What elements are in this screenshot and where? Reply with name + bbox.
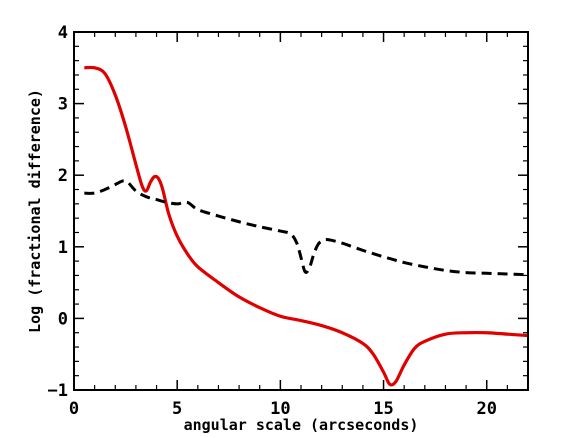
x-axis-label: angular scale (arcseconds) (184, 416, 419, 434)
y-tick-label: 0 (58, 309, 68, 329)
x-tick-label: 5 (172, 399, 182, 419)
ticks-layer (73, 31, 529, 391)
y-tick-label: 2 (58, 166, 68, 186)
y-tick-label: −1 (48, 381, 68, 401)
y-tick-label: 3 (58, 95, 68, 115)
x-tick-label: 15 (373, 399, 393, 419)
series-layer (84, 65, 529, 387)
y-tick-label: 4 (58, 23, 68, 43)
plot-frame (73, 31, 529, 391)
x-tick-label: 0 (69, 399, 79, 419)
series-line-solid (84, 65, 529, 387)
series-line-dashed (84, 179, 529, 277)
x-tick-label: 20 (476, 399, 496, 419)
y-axis-label: Log (fractional difference) (26, 89, 44, 333)
y-tick-label: 1 (58, 238, 68, 258)
x-tick-label: 10 (270, 399, 290, 419)
